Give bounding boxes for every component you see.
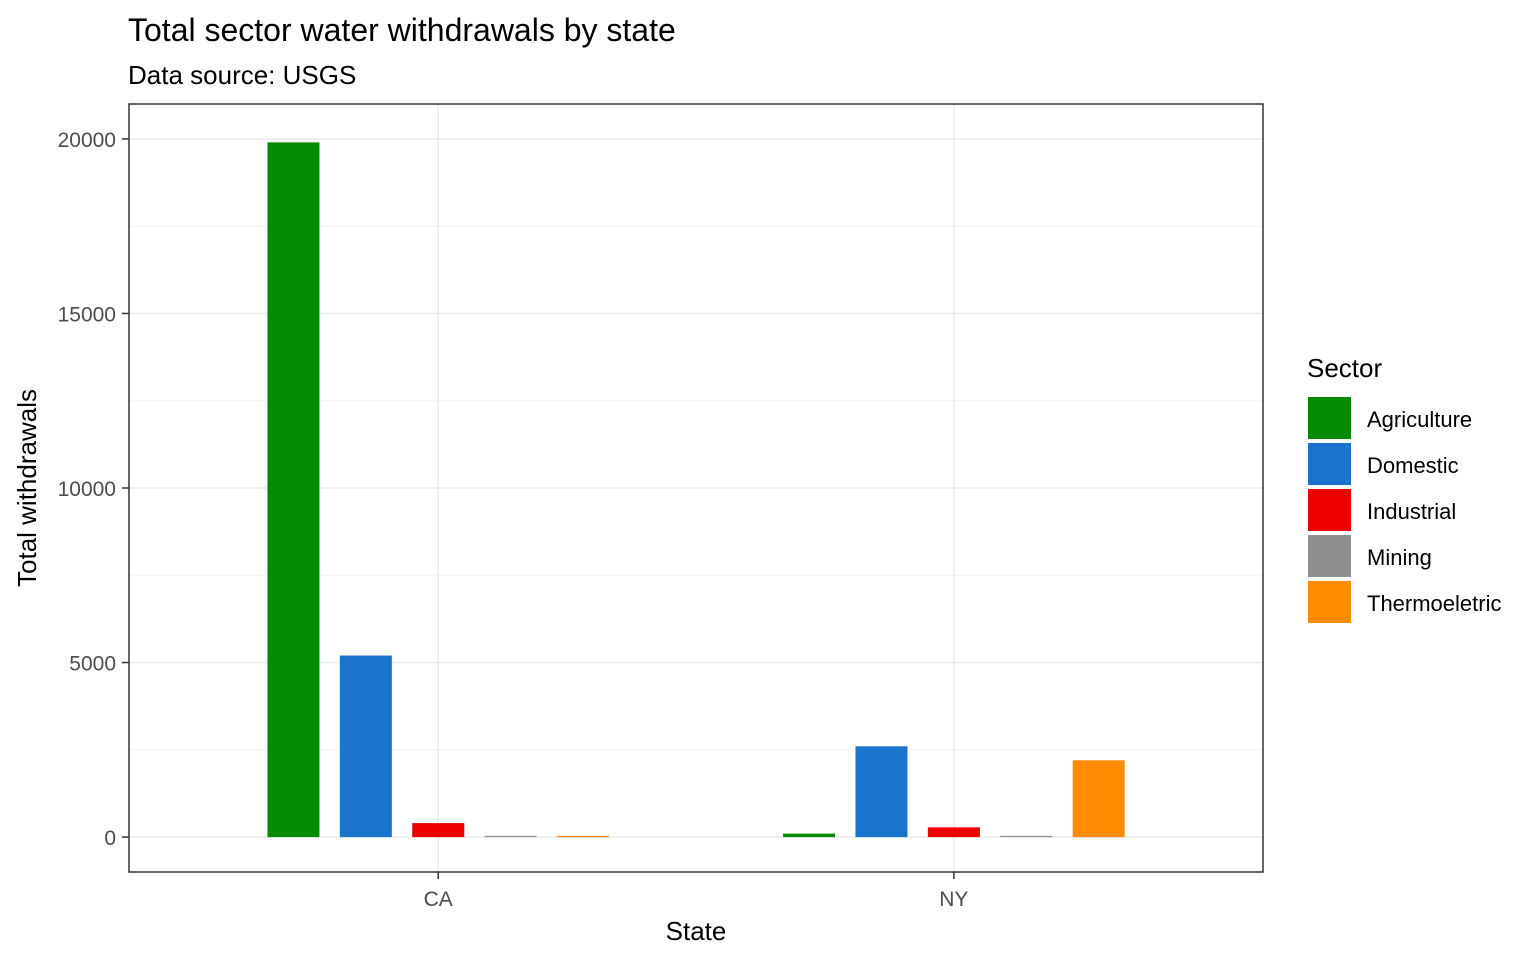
x-axis-title: State [666,916,727,946]
bar-agriculture-ca [267,142,320,838]
legend-label-mining: Mining [1367,545,1432,570]
y-tick-label: 0 [104,827,116,850]
x-tick-label: NY [939,888,968,911]
legend-title: Sector [1307,353,1382,383]
bars-group [267,142,1125,838]
y-axis-title: Total withdrawals [12,389,42,587]
chart-subtitle: Data source: USGS [128,60,356,90]
bar-agriculture-ny [783,833,836,838]
bar-industrial-ny [927,827,980,838]
bar-industrial-ca [412,823,465,838]
legend: Sector Agriculture Domestic Industrial Mini… [1307,353,1501,623]
legend-label-agriculture: Agriculture [1367,407,1472,432]
bar-mining-ca [484,835,537,838]
legend-key-industrial [1308,489,1351,531]
bar-mining-ny [1000,835,1053,838]
legend-key-mining [1308,535,1351,577]
x-tick-label: CA [424,888,453,911]
bar-domestic-ny [855,746,908,838]
y-tick-label: 15000 [58,303,116,326]
legend-label-domestic: Domestic [1367,453,1459,478]
legend-key-agriculture [1308,397,1351,439]
y-axis: 0 5000 10000 15000 20000 [58,129,129,850]
bar-domestic-ca [339,655,392,838]
legend-label-thermoeletric: Thermoeletric [1367,591,1501,616]
y-tick-label: 10000 [58,478,116,501]
bar-thermoeletric-ca [557,835,610,838]
chart-title: Total sector water withdrawals by state [128,12,676,48]
y-tick-label: 20000 [58,129,116,152]
y-tick-label: 5000 [69,653,116,676]
legend-key-domestic [1308,443,1351,485]
bar-thermoeletric-ny [1072,760,1125,838]
legend-label-industrial: Industrial [1367,499,1456,524]
legend-key-thermoeletric [1308,581,1351,623]
x-axis: CA NY [424,872,968,911]
